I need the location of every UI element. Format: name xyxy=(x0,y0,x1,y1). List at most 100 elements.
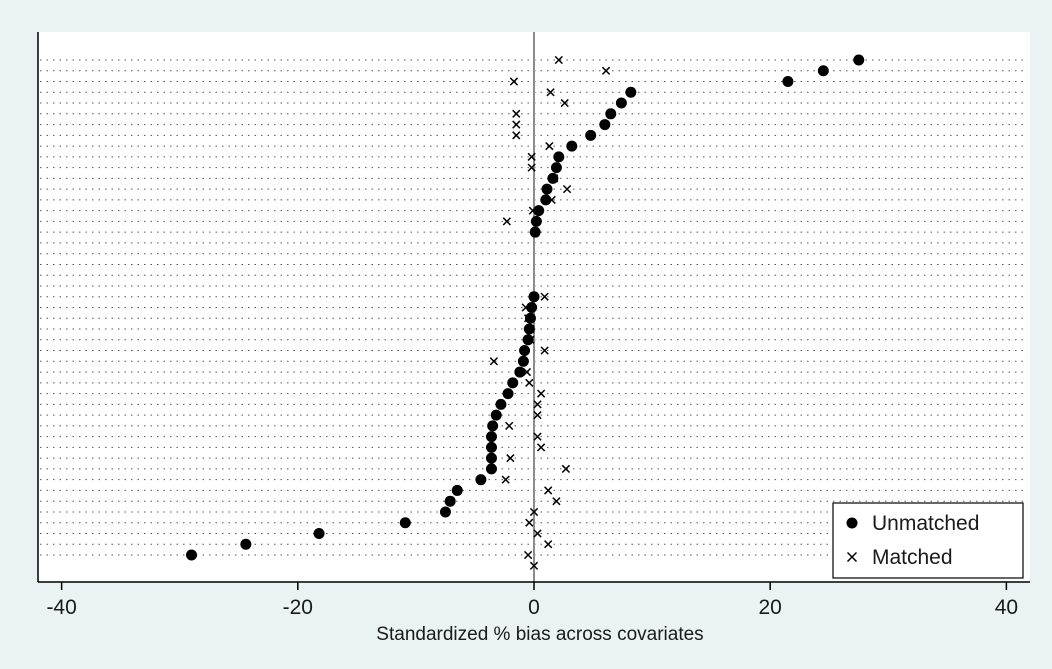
point-unmatched xyxy=(550,162,562,174)
point-unmatched xyxy=(615,97,627,109)
point-unmatched xyxy=(517,355,529,367)
point-matched xyxy=(544,486,553,495)
point-unmatched xyxy=(540,194,552,206)
legend-marker-unmatched xyxy=(846,517,858,529)
point-matched xyxy=(528,206,537,215)
point-unmatched xyxy=(240,538,252,550)
point-matched xyxy=(533,529,542,538)
legend-box xyxy=(832,502,1024,579)
point-unmatched xyxy=(313,527,325,539)
point-unmatched xyxy=(485,431,497,443)
point-unmatched xyxy=(399,517,411,529)
point-matched xyxy=(529,561,539,570)
x-axis-title: Standardized % bias across covariates xyxy=(376,624,703,645)
data-points xyxy=(186,54,865,570)
point-matched xyxy=(533,432,542,441)
point-unmatched xyxy=(853,54,865,66)
point-unmatched xyxy=(507,377,519,389)
point-unmatched xyxy=(485,452,497,464)
x-tick-label: 20 xyxy=(759,596,782,619)
point-matched xyxy=(526,335,535,344)
point-unmatched xyxy=(495,398,507,410)
point-matched xyxy=(601,66,611,75)
point-unmatched xyxy=(524,312,536,324)
point-unmatched xyxy=(605,108,617,120)
point-matched xyxy=(523,314,533,323)
point-matched xyxy=(509,77,519,86)
x-tick-label: 0 xyxy=(528,596,540,619)
point-unmatched xyxy=(553,151,565,163)
point-unmatched xyxy=(782,76,794,88)
point-matched xyxy=(489,357,498,366)
point-matched xyxy=(512,109,521,118)
x-tick-label: -40 xyxy=(46,596,76,619)
point-matched xyxy=(545,141,554,151)
point-matched xyxy=(501,475,510,484)
x-axis-ticks: -40 -20 0 20 40 xyxy=(46,582,1018,619)
point-unmatched xyxy=(485,441,497,453)
point-matched xyxy=(502,217,511,226)
legend-label-unmatched: Unmatched xyxy=(872,512,979,535)
legend-marker-matched xyxy=(846,551,858,563)
x-tick-label: 40 xyxy=(995,596,1018,619)
point-matched xyxy=(546,88,555,97)
point-unmatched xyxy=(523,323,535,335)
point-unmatched xyxy=(541,183,553,195)
point-unmatched xyxy=(530,215,542,227)
point-matched xyxy=(560,98,569,108)
point-unmatched xyxy=(529,226,541,238)
point-unmatched xyxy=(585,129,597,141)
point-matched xyxy=(536,389,546,398)
point-matched xyxy=(526,324,535,334)
point-unmatched xyxy=(625,86,637,98)
point-matched xyxy=(533,410,542,420)
point-matched xyxy=(529,507,539,517)
point-matched xyxy=(552,497,561,506)
point-matched xyxy=(554,55,563,65)
point-matched xyxy=(561,464,571,474)
legend: Unmatched Matched xyxy=(832,502,1024,579)
point-matched xyxy=(544,540,553,549)
point-unmatched xyxy=(547,172,559,184)
point-unmatched xyxy=(514,366,526,378)
x-tick-label: -20 xyxy=(283,596,313,619)
point-unmatched xyxy=(490,409,502,421)
point-matched xyxy=(549,174,559,183)
series-matched xyxy=(489,55,611,570)
point-matched xyxy=(525,518,534,527)
series-unmatched xyxy=(186,54,865,561)
point-unmatched xyxy=(475,474,487,486)
legend-label-matched: Matched xyxy=(872,546,953,569)
point-unmatched xyxy=(451,484,463,496)
point-unmatched xyxy=(526,302,538,313)
point-unmatched xyxy=(522,334,534,346)
point-matched xyxy=(523,550,533,560)
point-matched xyxy=(521,303,530,312)
point-unmatched xyxy=(599,119,611,131)
point-unmatched xyxy=(566,140,578,152)
point-matched xyxy=(533,400,542,409)
point-unmatched xyxy=(439,506,451,518)
point-unmatched xyxy=(487,420,499,432)
point-matched xyxy=(527,163,536,172)
point-unmatched xyxy=(519,345,531,357)
point-matched xyxy=(506,454,515,463)
point-unmatched xyxy=(444,495,456,507)
point-matched xyxy=(527,152,536,161)
point-unmatched xyxy=(817,65,829,77)
point-unmatched xyxy=(528,291,540,303)
point-unmatched xyxy=(533,205,545,217)
point-matched xyxy=(512,120,521,129)
point-matched xyxy=(540,346,549,355)
point-matched xyxy=(505,421,514,431)
point-matched xyxy=(522,367,532,377)
point-matched xyxy=(540,292,549,301)
point-unmatched xyxy=(485,463,497,475)
point-unmatched xyxy=(186,549,198,561)
point-matched xyxy=(562,184,572,194)
point-matched xyxy=(547,195,556,205)
point-unmatched xyxy=(502,388,514,400)
point-matched xyxy=(536,443,546,452)
